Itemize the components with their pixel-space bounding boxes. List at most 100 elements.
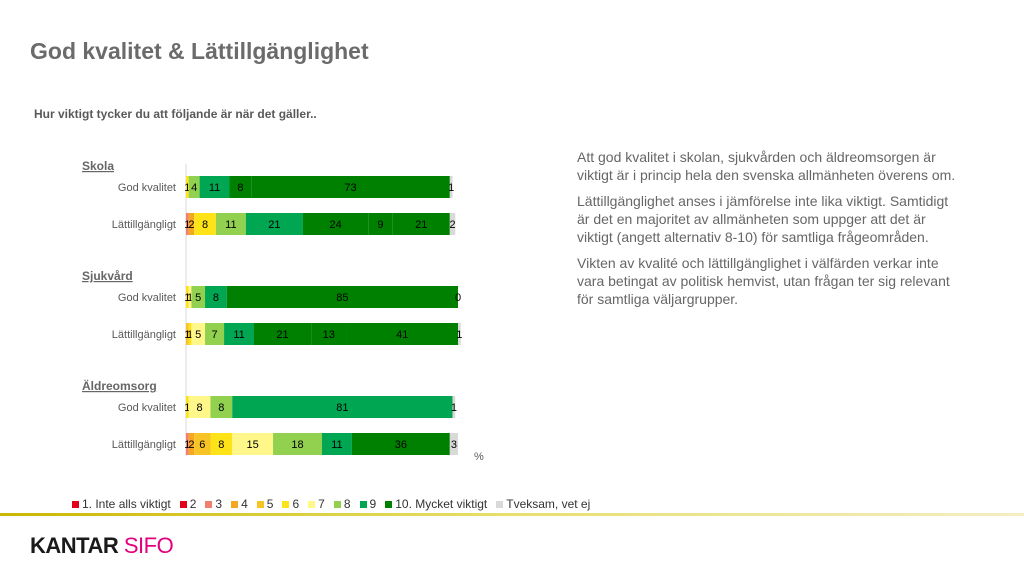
unit-label: % [474, 451, 484, 463]
data-label: 36 [395, 439, 407, 451]
data-label: 41 [396, 329, 408, 341]
bar-segment [392, 213, 450, 235]
bar-segment [188, 433, 195, 455]
data-label: 1 [184, 439, 190, 451]
bar-segment [191, 323, 206, 345]
bar-segment [210, 396, 233, 418]
bar-segment [251, 176, 450, 198]
chart-legend: 1. Inte alls viktigt 2 3 4 5 6 7 8 9 10. Mycket v… [72, 497, 590, 511]
legend-item: 6 [282, 497, 299, 511]
data-label: 1 [187, 329, 193, 341]
bar-segment [224, 323, 254, 345]
legend-swatch [385, 500, 393, 508]
legend-item: 5 [256, 497, 274, 511]
bar-segment [186, 286, 189, 308]
logo-kantar: KANTAR [30, 533, 119, 558]
legend-label: 7 [318, 497, 325, 511]
legend-swatch [72, 500, 79, 508]
bar-segment [368, 213, 393, 235]
legend-label: 9 [369, 497, 377, 511]
group-label: Skola [82, 159, 114, 173]
row-label: God kvalitet [118, 292, 176, 304]
data-label: 11 [209, 182, 220, 194]
data-label: 0 [455, 292, 461, 304]
legend-label: 5 [266, 497, 274, 511]
bar-segment [205, 323, 225, 345]
bar-segment [191, 286, 206, 308]
legend-swatch [205, 500, 213, 508]
bar-segment [458, 323, 461, 345]
bar-segment [311, 323, 347, 345]
data-label: 73 [344, 182, 356, 194]
bar-segment [346, 323, 458, 345]
bar-segment [186, 213, 189, 235]
legend-label: 4 [241, 497, 248, 511]
legend-label: 3 [215, 497, 223, 511]
data-label: 1 [184, 292, 190, 304]
bar-segment [199, 176, 230, 198]
legend-swatch [308, 500, 316, 508]
data-label: 18 [291, 439, 303, 451]
chart-subtitle: Hur viktigt tycker du att följande är nä… [34, 107, 317, 121]
bar-segment [194, 433, 211, 455]
bar-segment [302, 213, 369, 235]
bar-segment [194, 213, 216, 235]
legend-item: 1. Inte alls viktigt [72, 497, 171, 511]
data-label: 85 [336, 292, 348, 304]
legend-swatch [282, 500, 290, 508]
legend-label: 8 [343, 497, 351, 511]
bar-segment [449, 433, 458, 455]
legend-item: Tveksam, vet ej [496, 497, 590, 511]
bar-segment [188, 213, 195, 235]
bar-segment [232, 433, 274, 455]
bar-segment [449, 213, 456, 235]
legend-swatch [333, 500, 341, 508]
data-label: 1 [448, 182, 454, 194]
bar-segment [273, 433, 322, 455]
logo-sifo: SIFO [123, 533, 174, 558]
data-label: 8 [237, 182, 243, 194]
footer-divider [0, 513, 1024, 516]
data-label: 7 [211, 329, 217, 341]
data-label: 9 [377, 219, 383, 231]
bar-segment [188, 286, 192, 308]
data-label: 4 [191, 182, 197, 194]
bar-segment [351, 433, 450, 455]
data-label: 11 [225, 219, 236, 231]
bar-segment [449, 176, 453, 198]
row-label: God kvalitet [118, 182, 176, 194]
data-label: 15 [247, 439, 259, 451]
row-label: Lättillgängligt [112, 219, 176, 231]
legend-item: 3 [205, 497, 222, 511]
data-label: 1 [184, 402, 190, 414]
legend-label: 1. Inte alls viktigt [82, 497, 171, 511]
data-label: 24 [329, 219, 341, 231]
data-label: 1 [184, 219, 190, 231]
legend-item: 10. Mycket viktigt [385, 497, 487, 511]
legend-item: 4 [231, 497, 248, 511]
data-label: 8 [197, 402, 203, 414]
data-label: 1 [184, 329, 190, 341]
data-label: 8 [202, 219, 208, 231]
page-title: God kvalitet & Lättillgänglighet [30, 38, 369, 64]
data-label: 8 [218, 439, 224, 451]
data-label: 11 [331, 439, 342, 451]
commentary-paragraph-1: Att god kvalitet i skolan, sjukvården oc… [577, 149, 956, 183]
bar-segment [205, 286, 227, 308]
data-label: 3 [451, 439, 457, 451]
legend-swatch [179, 500, 187, 508]
bar-segment [229, 176, 252, 198]
commentary-text: Att god kvalitet i skolan, sjukvården oc… [577, 148, 962, 316]
legend-item: 9 [359, 497, 377, 511]
data-label: 2 [449, 219, 455, 231]
data-label: 13 [323, 329, 335, 341]
bar-segment [186, 323, 189, 345]
bar-segment [245, 213, 303, 235]
data-label: 21 [415, 219, 427, 231]
bar-segment [452, 396, 456, 418]
data-label: 2 [188, 439, 194, 451]
data-label: 81 [336, 402, 348, 414]
data-label: 6 [199, 439, 205, 451]
group-label: Äldreomsorg [82, 378, 157, 393]
